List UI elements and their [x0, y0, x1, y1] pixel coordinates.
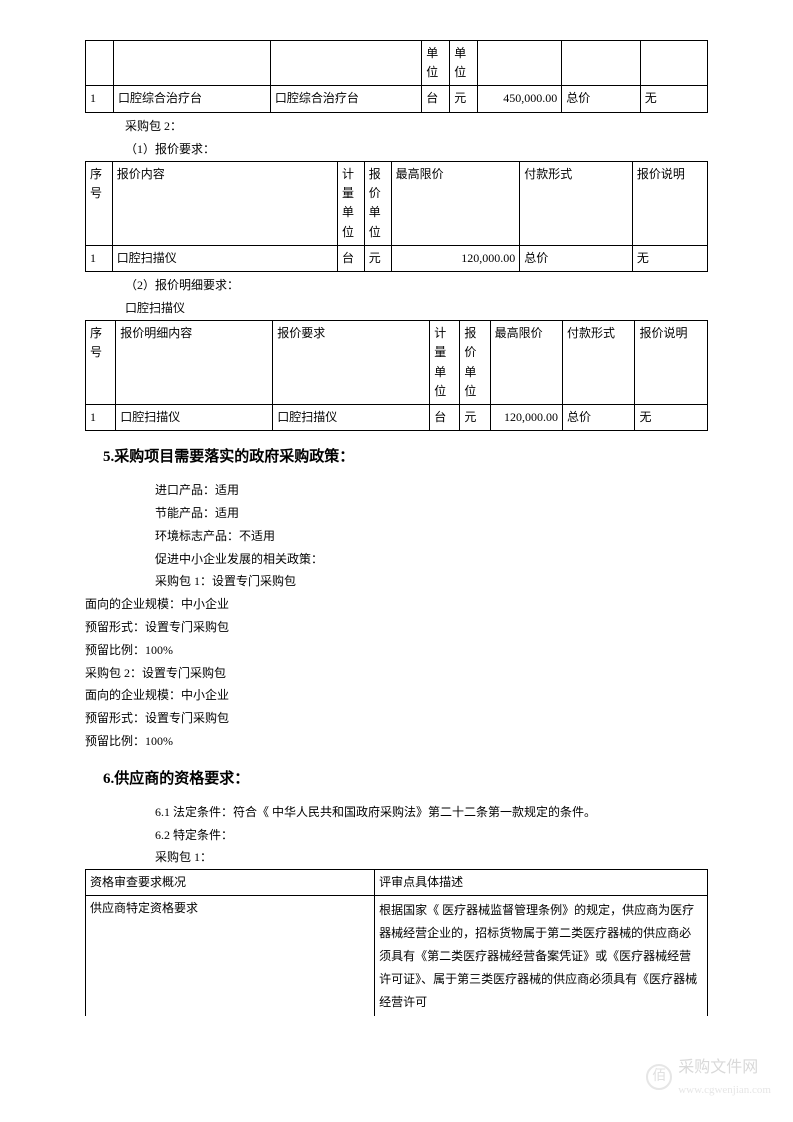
table-row: 序号 报价内容 计量单位 报价单位 最高限价 付款形式 报价说明	[86, 161, 708, 245]
cell: 120,000.00	[391, 245, 520, 271]
table-row: 序号 报价明细内容 报价要求 计量单位 报价单位 最高限价 付款形式 报价说明	[86, 321, 708, 405]
cell: 总价	[563, 405, 635, 431]
cell: 450,000.00	[478, 86, 562, 112]
cell: 口腔综合治疗台	[114, 86, 271, 112]
cell: 最高限价	[490, 321, 562, 405]
cell: 元	[364, 245, 391, 271]
section-6-line1: 6.1 法定条件：符合《 中华人民共和国政府采购法》第二十二条第一款规定的条件。	[155, 801, 708, 824]
cell	[640, 41, 707, 86]
cell: 供应商特定资格要求	[86, 896, 375, 1016]
policy-line: 面向的企业规模：中小企业	[85, 593, 708, 616]
watermark-text: 采购文件网	[678, 1059, 758, 1076]
table-row: 单位 单位	[86, 41, 708, 86]
cell: 无	[632, 245, 707, 271]
cell: 口腔综合治疗台	[270, 86, 421, 112]
cell: 总价	[520, 245, 633, 271]
policy-line: 预留比例：100%	[85, 639, 708, 662]
cell	[478, 41, 562, 86]
section-6-line2: 6.2 特定条件：	[155, 824, 708, 847]
watermark-text-wrap: 采购文件网 www.cgwenjian.com	[678, 1055, 771, 1100]
cell: 台	[422, 86, 450, 112]
policy-line: 预留比例：100%	[85, 730, 708, 753]
cell: 资格审查要求概况	[86, 870, 375, 896]
cell: 无	[640, 86, 707, 112]
req2-label: （2）报价明细要求：	[125, 276, 708, 295]
cell: 报价说明	[632, 161, 707, 245]
cell: 口腔扫描仪	[273, 405, 430, 431]
cell: 序号	[86, 321, 116, 405]
cell: 报价要求	[273, 321, 430, 405]
item-label: 口腔扫描仪	[125, 299, 708, 318]
cell: 计量单位	[338, 161, 365, 245]
req1-label: （1）报价要求：	[125, 140, 708, 159]
cell: 台	[338, 245, 365, 271]
policy-line: 促进中小企业发展的相关政策：	[155, 548, 708, 571]
cell: 120,000.00	[490, 405, 562, 431]
section-6-title: 6.供应商的资格要求：	[103, 767, 708, 791]
section-6-pkg-label: 采购包 1：	[155, 846, 708, 869]
cell: 总价	[562, 86, 640, 112]
cell: 评审点具体描述	[375, 870, 708, 896]
policy-line: 节能产品：适用	[155, 502, 708, 525]
cell: 计量单位	[430, 321, 460, 405]
policy-line: 采购包 1：设置专门采购包	[155, 570, 708, 593]
cell: 单位	[450, 41, 478, 86]
cell: 元	[460, 405, 490, 431]
table-row: 资格审查要求概况 评审点具体描述	[86, 870, 708, 896]
policy-line: 面向的企业规模：中小企业	[85, 684, 708, 707]
cell: 付款形式	[563, 321, 635, 405]
watermark-url: www.cgwenjian.com	[678, 1082, 771, 1100]
cell: 报价内容	[112, 161, 337, 245]
table-2: 序号 报价内容 计量单位 报价单位 最高限价 付款形式 报价说明 1 口腔扫描仪…	[85, 161, 708, 272]
cell: 无	[635, 405, 708, 431]
cell: 报价单位	[364, 161, 391, 245]
cell: 元	[450, 86, 478, 112]
policy-line: 采购包 2：设置专门采购包	[85, 662, 708, 685]
cell: 1	[86, 405, 116, 431]
table-row: 1 口腔综合治疗台 口腔综合治疗台 台 元 450,000.00 总价 无	[86, 86, 708, 112]
policy-line: 预留形式：设置专门采购包	[85, 707, 708, 730]
cell	[270, 41, 421, 86]
cell	[562, 41, 640, 86]
cell: 付款形式	[520, 161, 633, 245]
table-row: 1 口腔扫描仪 口腔扫描仪 台 元 120,000.00 总价 无	[86, 405, 708, 431]
cell: 报价明细内容	[116, 321, 273, 405]
table-3: 序号 报价明细内容 报价要求 计量单位 报价单位 最高限价 付款形式 报价说明 …	[85, 320, 708, 431]
table-row: 供应商特定资格要求 根据国家《 医疗器械监督管理条例》的规定，供应商为医疗器械经…	[86, 896, 708, 1016]
cell	[86, 41, 114, 86]
policy-line: 预留形式：设置专门采购包	[85, 616, 708, 639]
policy-line: 进口产品：适用	[155, 479, 708, 502]
cell: 1	[86, 245, 113, 271]
pkg2-label: 采购包 2：	[125, 117, 708, 136]
policy-line: 环境标志产品：不适用	[155, 525, 708, 548]
watermark: 佰 采购文件网 www.cgwenjian.com	[646, 1055, 771, 1100]
cell: 报价单位	[460, 321, 490, 405]
table-4: 资格审查要求概况 评审点具体描述 供应商特定资格要求 根据国家《 医疗器械监督管…	[85, 869, 708, 1016]
cell: 1	[86, 86, 114, 112]
section-5-title: 5.采购项目需要落实的政府采购政策：	[103, 445, 708, 469]
watermark-icon: 佰	[646, 1064, 672, 1090]
cell: 口腔扫描仪	[112, 245, 337, 271]
cell: 台	[430, 405, 460, 431]
cell	[114, 41, 271, 86]
cell: 根据国家《 医疗器械监督管理条例》的规定，供应商为医疗器械经营企业的，招标货物属…	[375, 896, 708, 1016]
cell: 序号	[86, 161, 113, 245]
cell: 最高限价	[391, 161, 520, 245]
cell: 口腔扫描仪	[116, 405, 273, 431]
table-1: 单位 单位 1 口腔综合治疗台 口腔综合治疗台 台 元 450,000.00 总…	[85, 40, 708, 113]
cell: 报价说明	[635, 321, 708, 405]
table-row: 1 口腔扫描仪 台 元 120,000.00 总价 无	[86, 245, 708, 271]
cell: 单位	[422, 41, 450, 86]
